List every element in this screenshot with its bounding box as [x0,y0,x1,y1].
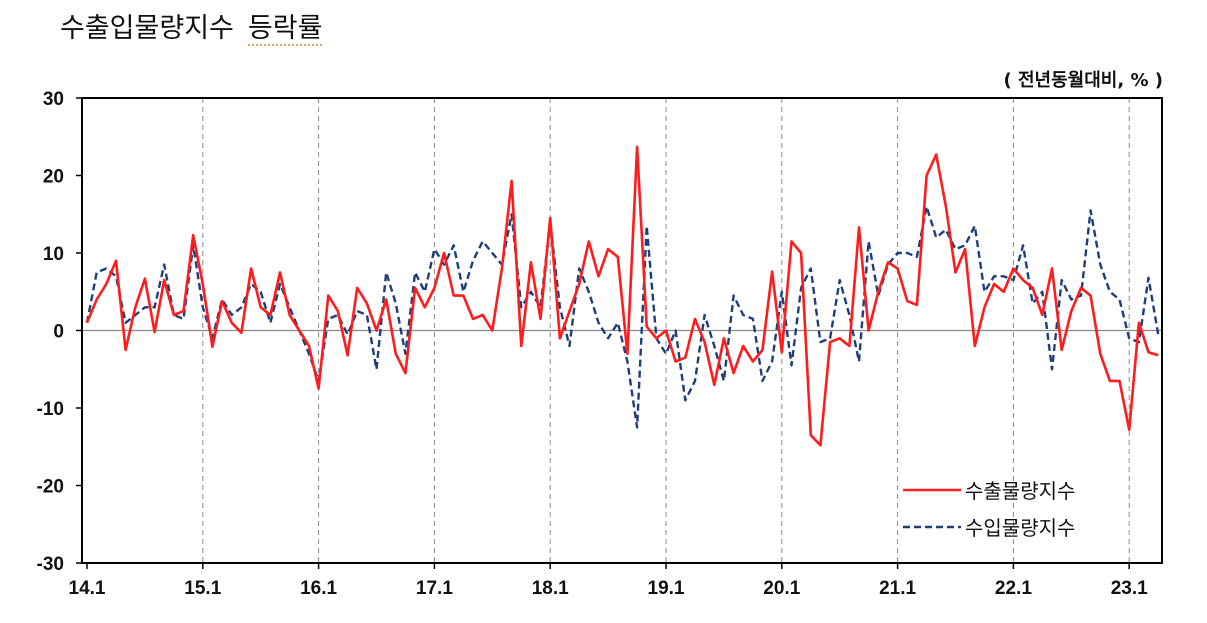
x-tick-label: 15.1 [184,578,221,599]
y-tick-label: 0 [53,322,64,343]
legend-label-import: 수입물량지수 [965,516,1075,540]
axis-layer: 14.1 15.1 16.1 17.1 18.1 19.1 20.1 21.1 22.1 23.1… [37,89,1163,599]
y-tick-label: -20 [37,477,64,498]
x-tick-label: 20.1 [763,578,800,599]
x-tick-label: 19.1 [648,578,685,599]
series-layer [85,145,1160,447]
x-tick-label: 17.1 [416,578,453,599]
y-tick-label: 10 [43,244,64,265]
y-tick-label: -30 [37,554,64,575]
grid-layer [202,98,1130,563]
y-tick-label: -10 [37,399,64,420]
x-tick-label: 23.1 [1111,578,1148,599]
series-line-import [85,205,1160,429]
chart-title: 수출입물량지수 등락률 [60,6,323,46]
x-tick-label: 22.1 [995,578,1032,599]
chart-title-sub: 등락률 [247,13,323,46]
plot-frame [81,97,1163,564]
unit-label: ( 전년동월대비, % ) [1003,70,1164,91]
x-tick-label: 21.1 [879,578,916,599]
y-tick-label: 20 [43,167,64,188]
x-tick-label: 16.1 [300,578,337,599]
legend-label-export: 수출물량지수 [965,479,1075,503]
chart-title-main: 수출입물량지수 [60,13,234,44]
y-tick-label: 30 [43,89,64,110]
series-line-export [85,145,1159,447]
x-tick-label: 14.1 [69,578,106,599]
x-tick-label: 18.1 [532,578,569,599]
